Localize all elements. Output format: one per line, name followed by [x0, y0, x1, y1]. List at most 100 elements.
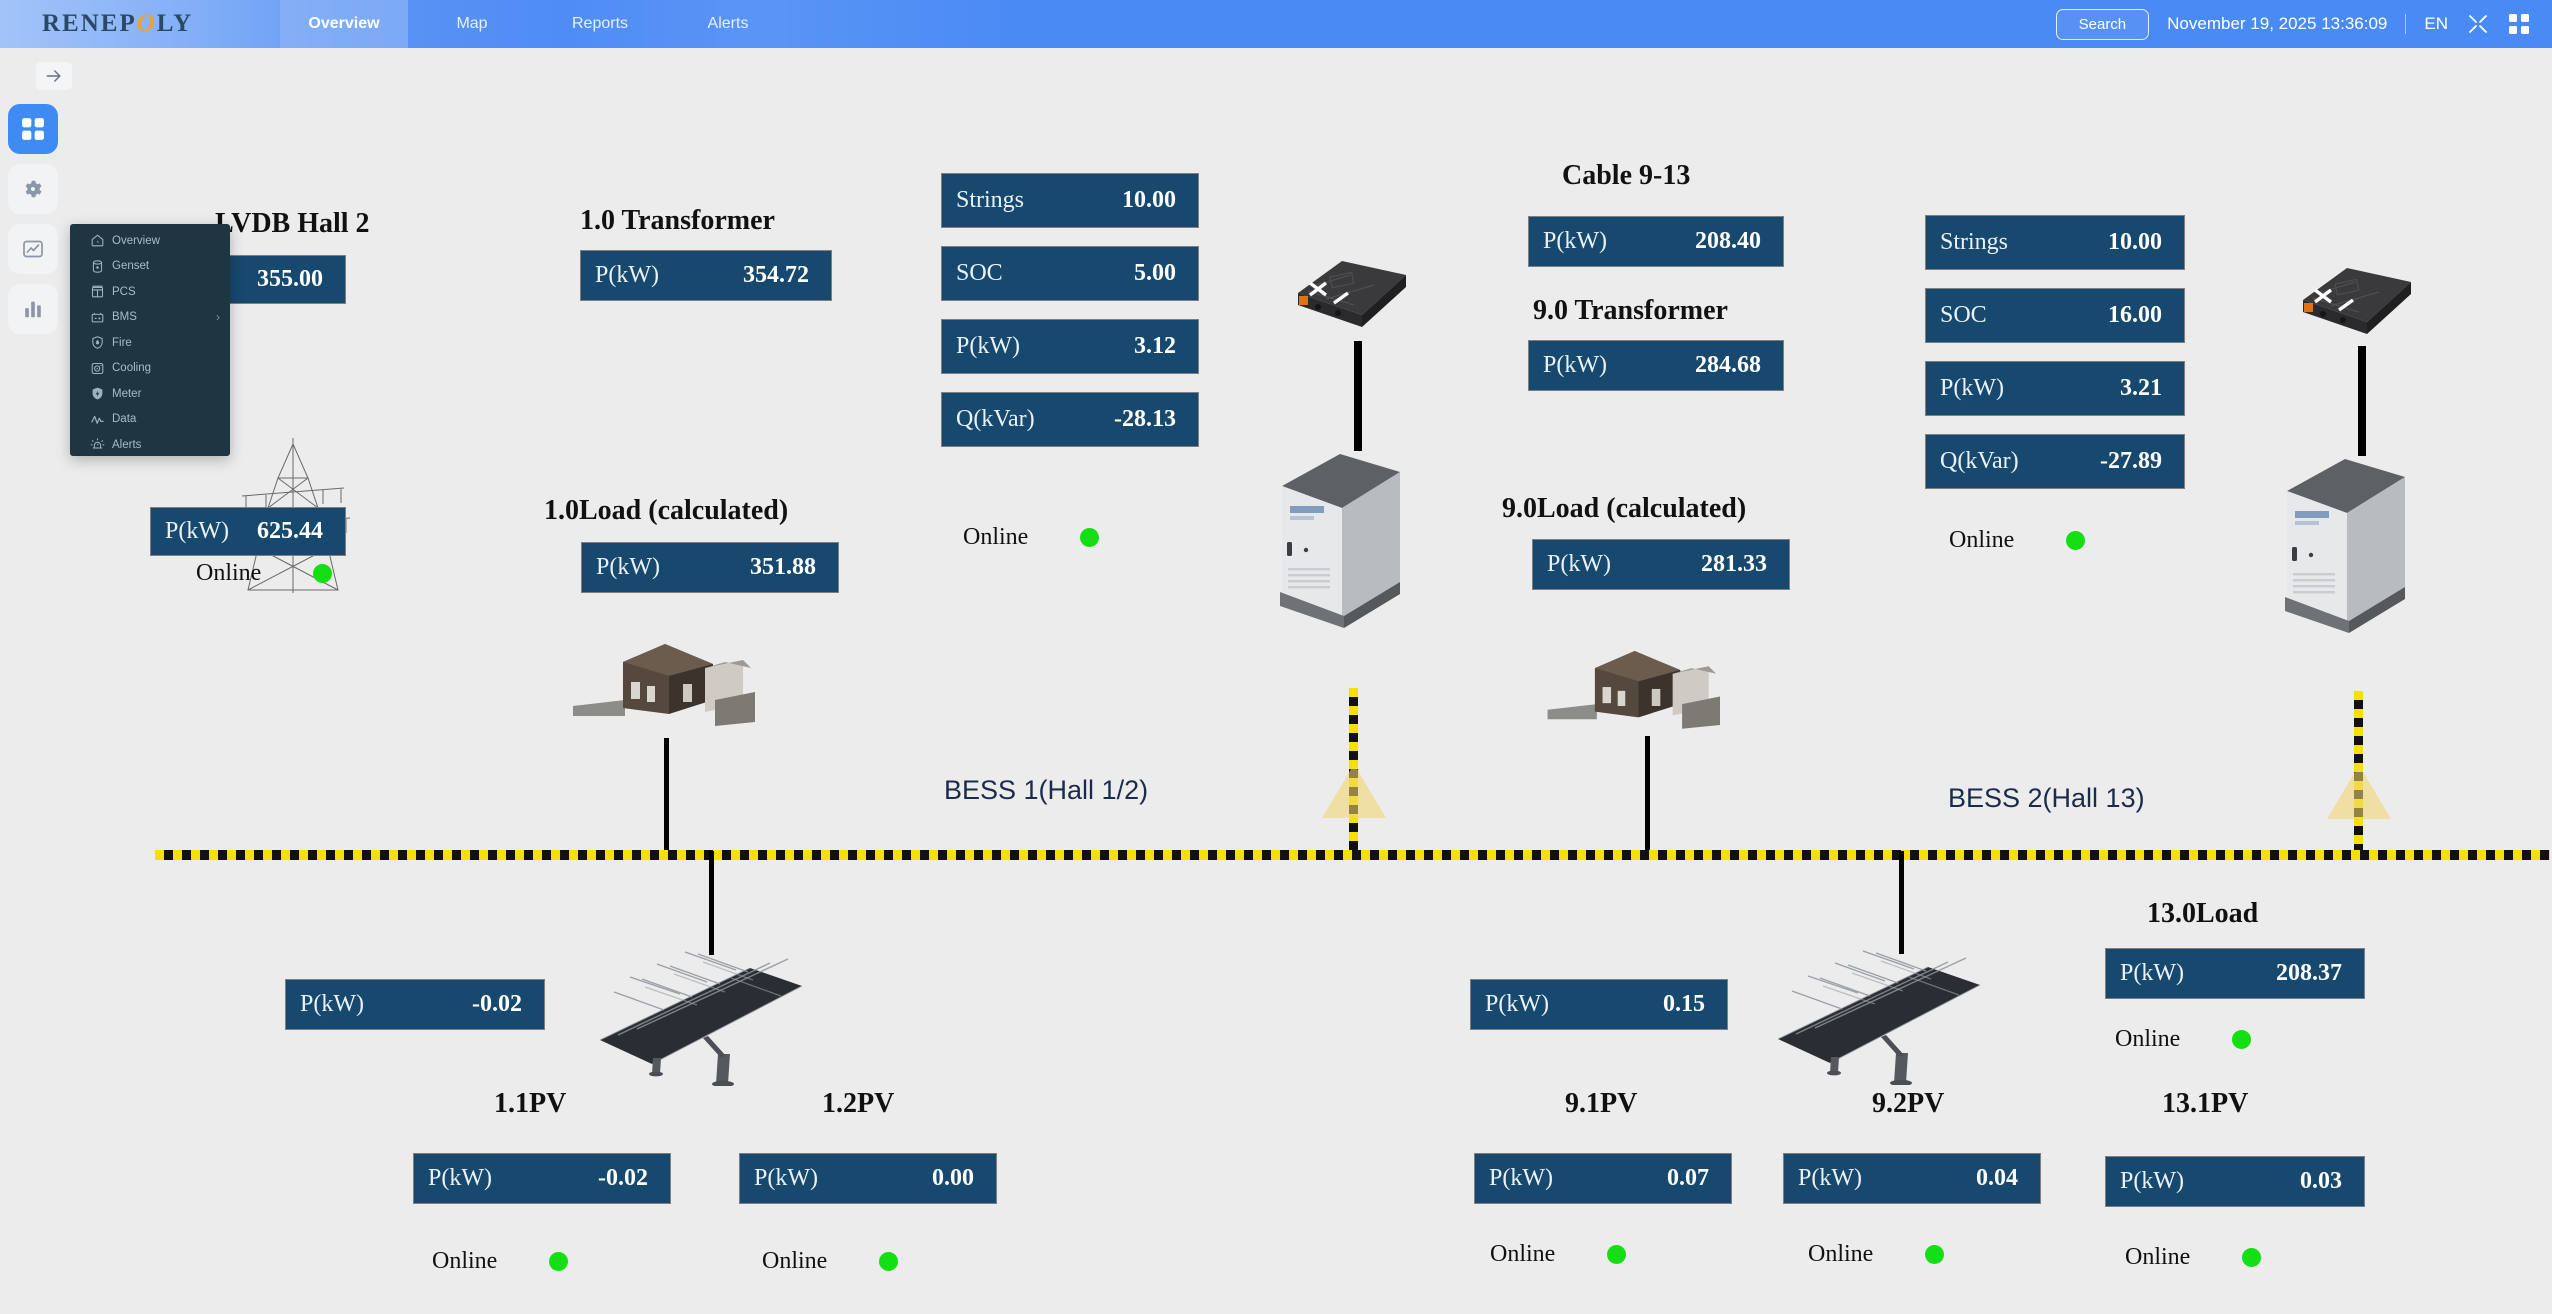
- menu-item-bms[interactable]: BMS ›: [70, 305, 230, 331]
- metric-key: P(kW): [428, 1165, 492, 1191]
- grid-icon: [22, 118, 44, 140]
- menu-item-fire[interactable]: Fire: [70, 330, 230, 356]
- metric-key: P(kW): [1940, 375, 2004, 401]
- metric-bess1-q[interactable]: Q(kVar) -28.13: [941, 392, 1199, 447]
- brand-text-part2: LY: [156, 10, 194, 37]
- metric-value: 0.04: [1976, 1165, 2018, 1191]
- solar-panel-icon: [599, 951, 803, 1086]
- status-pv-9-1: Online: [1490, 1241, 1627, 1268]
- tab-overview[interactable]: Overview: [280, 0, 408, 48]
- menu-item-overview[interactable]: Overview: [70, 228, 230, 254]
- language-selector[interactable]: EN: [2424, 14, 2448, 33]
- home-bolt-icon: [90, 233, 112, 248]
- menu-label: Meter: [112, 387, 142, 400]
- tab-alerts[interactable]: Alerts: [707, 15, 749, 32]
- metric-pv-9-2[interactable]: P(kW) 0.04: [1783, 1153, 2041, 1204]
- metric-key: P(kW): [1485, 991, 1549, 1017]
- menu-label: PCS: [112, 285, 136, 298]
- metric-bess2-p[interactable]: P(kW) 3.21: [1925, 361, 2185, 416]
- menu-item-genset[interactable]: Genset: [70, 254, 230, 280]
- metric-transformer-9-0[interactable]: P(kW) 284.68: [1528, 340, 1784, 391]
- metric-key: P(kW): [2120, 960, 2184, 986]
- battery-pack-icon: [1298, 261, 1406, 327]
- rail-item-settings[interactable]: [8, 164, 58, 214]
- metric-value: 625.44: [257, 518, 323, 544]
- metric-bess1-p[interactable]: P(kW) 3.12: [941, 319, 1199, 374]
- node-title-pv-1-2: 1.2PV: [822, 1088, 895, 1119]
- status-indicator-dot: [549, 1252, 569, 1271]
- menu-item-alerts[interactable]: Alerts: [70, 432, 230, 458]
- brand-logo[interactable]: RENEP O LY: [0, 0, 280, 48]
- metric-value: 281.33: [1701, 551, 1767, 577]
- metric-key: P(kW): [1489, 1165, 1553, 1191]
- metric-bess1-strings[interactable]: Strings 10.00: [941, 173, 1199, 228]
- search-button[interactable]: Search: [2055, 8, 2150, 40]
- fire-shield-icon: [90, 335, 112, 350]
- metric-value: 0.00: [932, 1165, 974, 1191]
- metric-value: 355.00: [257, 266, 323, 292]
- metric-key: P(kW): [956, 333, 1020, 359]
- solar-panel-icon: [1777, 950, 1981, 1085]
- menu-label: Cooling: [112, 362, 151, 375]
- gear-icon: [25, 180, 42, 198]
- metric-pv-13-1[interactable]: P(kW) 0.03: [2105, 1156, 2365, 1207]
- tab-reports[interactable]: Reports: [571, 15, 629, 32]
- wire-bess1-pack-to-pcs: [1354, 341, 1362, 451]
- node-title-pv-9-1: 9.1PV: [1565, 1088, 1638, 1119]
- metric-load-9-0[interactable]: P(kW) 281.33: [1532, 539, 1790, 590]
- status-indicator-dot: [2066, 531, 2086, 550]
- status-indicator-dot: [1080, 528, 1100, 547]
- status-label: Online: [762, 1248, 828, 1274]
- menu-item-meter[interactable]: Meter: [70, 381, 230, 407]
- rail-item-dashboard[interactable]: [8, 104, 58, 154]
- grid-apps-icon[interactable]: [2508, 13, 2530, 35]
- warning-triangle-bess2: [2327, 765, 2391, 819]
- brand-text-o: O: [136, 10, 157, 37]
- metric-key: Q(kVar): [956, 406, 1035, 432]
- status-pv-13-1: Online: [2125, 1244, 2262, 1271]
- menu-item-cooling[interactable]: Cooling: [70, 356, 230, 382]
- wire-bus-to-pv-9-2: [1899, 851, 1904, 954]
- metric-pv-1-1[interactable]: P(kW) -0.02: [413, 1153, 671, 1204]
- menu-item-pcs[interactable]: PCS: [70, 279, 230, 305]
- sidebar-flyout-menu: Overview Genset PCS BMS ›: [70, 224, 230, 456]
- sidebar-collapse-button[interactable]: [36, 62, 72, 90]
- metric-load-1-0[interactable]: P(kW) 351.88: [581, 542, 839, 593]
- rail-item-reports[interactable]: [8, 284, 58, 334]
- metric-transformer-1-0[interactable]: P(kW) 354.72: [580, 250, 832, 301]
- status-indicator-dot: [1607, 1245, 1627, 1264]
- divider: [2405, 14, 2407, 34]
- metric-pv-9-1-top[interactable]: P(kW) 0.15: [1470, 979, 1728, 1030]
- expand-icon[interactable]: [2466, 12, 2490, 36]
- metric-load-13-0[interactable]: P(kW) 208.37: [2105, 948, 2365, 999]
- metric-pv-1-2[interactable]: P(kW) 0.00: [739, 1153, 997, 1204]
- tab-map[interactable]: Map: [456, 15, 488, 32]
- metric-bess2-q[interactable]: Q(kVar) -27.89: [1925, 434, 2185, 489]
- single-line-diagram: LVDB Hall 2 P(kW) 355.00 P(kW) 625.44 On…: [0, 48, 2552, 1314]
- metric-cable-9-13[interactable]: P(kW) 208.40: [1528, 216, 1784, 267]
- metric-bess1-soc[interactable]: SOC 5.00: [941, 246, 1199, 301]
- main-nav: Overview Map Reports Alerts: [280, 0, 792, 48]
- metric-grid-tower[interactable]: P(kW) 625.44: [150, 507, 346, 556]
- wire-bus-to-pv-1-1: [709, 851, 714, 955]
- rail-item-trend[interactable]: [8, 224, 58, 274]
- node-title-transformer-1-0: 1.0 Transformer: [580, 205, 775, 236]
- pcs-cabinet-icon: [2285, 459, 2405, 633]
- metric-bess2-soc[interactable]: SOC 16.00: [1925, 288, 2185, 343]
- menu-label: Alerts: [112, 438, 142, 451]
- metric-value: 3.21: [2120, 375, 2162, 401]
- node-title-transformer-9-0: 9.0 Transformer: [1533, 295, 1728, 326]
- wire-load-9-0-to-bus: [1645, 736, 1650, 851]
- metric-value: -0.02: [472, 991, 522, 1017]
- header-right-tools: Search November 19, 2025 13:36:09 EN: [2055, 8, 2552, 40]
- metric-bess2-strings[interactable]: Strings 10.00: [1925, 215, 2185, 270]
- metric-value: 5.00: [1134, 260, 1176, 286]
- metric-value: -0.02: [598, 1165, 648, 1191]
- metric-key: SOC: [956, 260, 1003, 286]
- fan-icon: [90, 361, 112, 376]
- metric-pv-9-1[interactable]: P(kW) 0.07: [1474, 1153, 1732, 1204]
- menu-item-data[interactable]: Data: [70, 407, 230, 433]
- status-pv-9-2: Online: [1808, 1241, 1945, 1268]
- status-label: Online: [196, 560, 262, 586]
- metric-pv-1-1-top[interactable]: P(kW) -0.02: [285, 979, 545, 1030]
